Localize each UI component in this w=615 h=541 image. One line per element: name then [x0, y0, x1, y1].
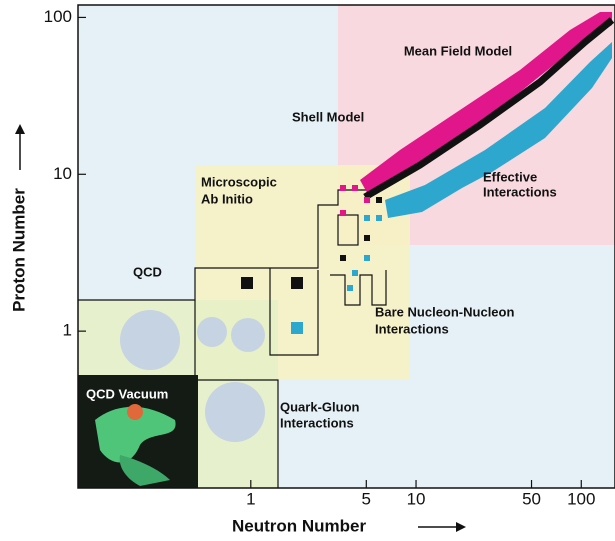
region-label: Quark-Gluon [280, 399, 360, 414]
region-label: Interactions [280, 415, 354, 430]
region-outline [194, 300, 279, 488]
region-outline [269, 268, 319, 356]
qcd-images [120, 310, 265, 442]
x-tick-label: 100 [567, 489, 595, 508]
nuclei-band [363, 17, 615, 201]
region-label: Microscopic [201, 174, 277, 189]
region-label: QCD Vacuum [86, 386, 168, 401]
x-tick-label: 5 [362, 489, 371, 508]
axis-arrow [456, 522, 466, 532]
plot-frame [77, 4, 615, 489]
y-axis-title: Proton Number [9, 188, 28, 312]
region-label: Bare Nucleon-Nucleon [375, 304, 514, 319]
region-outline [78, 189, 378, 301]
region-label: Mean Field Model [404, 43, 512, 58]
axis-arrow [15, 124, 25, 134]
region-outline [330, 270, 387, 306]
y-tick-label: 100 [44, 7, 72, 26]
region-label: QCD [133, 264, 162, 279]
y-tick-label: 10 [53, 164, 72, 183]
region-label: Shell Model [292, 109, 364, 124]
region-outline [337, 214, 359, 246]
region-label: Ab Initio [201, 191, 253, 206]
region-label: Effective [483, 169, 537, 184]
nuclei [241, 185, 382, 334]
x-tick-label: 50 [522, 489, 541, 508]
region-label: Interactions [375, 321, 449, 336]
x-tick-label: 1 [246, 489, 255, 508]
x-axis-title: Neutron Number [232, 516, 367, 535]
region-label: Interactions [483, 184, 557, 199]
qcd-vacuum-image [78, 375, 198, 488]
y-tick-label: 1 [63, 321, 72, 340]
x-tick-label: 10 [407, 489, 426, 508]
nuclei-band [385, 42, 612, 218]
nuclei-band [360, 12, 612, 198]
